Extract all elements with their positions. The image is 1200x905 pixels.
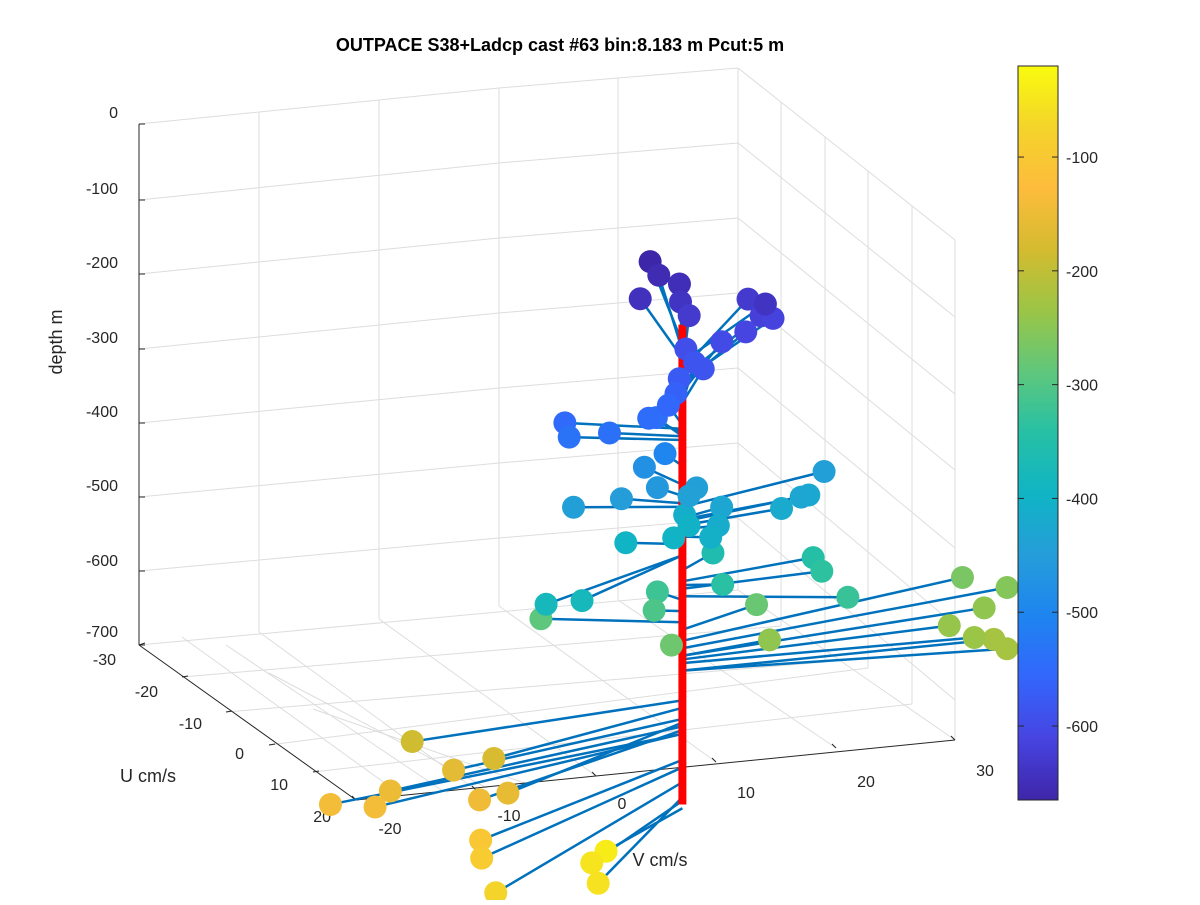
data-point[interactable] bbox=[745, 593, 768, 616]
data-point[interactable] bbox=[562, 496, 585, 519]
data-point[interactable] bbox=[633, 456, 656, 479]
depth-tick-label: -500 bbox=[86, 478, 118, 495]
data-point[interactable] bbox=[758, 628, 781, 651]
data-point[interactable] bbox=[692, 357, 715, 380]
depth-tick-label: -100 bbox=[86, 181, 118, 198]
depth-tick-label: -300 bbox=[86, 330, 118, 347]
v-tick-label: 30 bbox=[976, 763, 994, 780]
data-point[interactable] bbox=[790, 486, 813, 509]
data-point[interactable] bbox=[678, 484, 701, 507]
v-tick-label: 20 bbox=[857, 774, 875, 791]
data-point[interactable] bbox=[710, 330, 733, 353]
colorbar-tick-label: -400 bbox=[1066, 491, 1098, 508]
depth-tick-label: -200 bbox=[86, 255, 118, 272]
data-point[interactable] bbox=[657, 394, 680, 417]
colorbar-tick-label: -100 bbox=[1066, 150, 1098, 167]
v-tick-label: 0 bbox=[618, 796, 627, 813]
data-point[interactable] bbox=[614, 531, 637, 554]
data-point[interactable] bbox=[535, 593, 558, 616]
data-point[interactable] bbox=[482, 747, 505, 770]
data-point[interactable] bbox=[995, 637, 1018, 660]
data-point[interactable] bbox=[610, 487, 633, 510]
data-point[interactable] bbox=[963, 626, 986, 649]
u-tick-label: 0 bbox=[235, 746, 244, 763]
u-axis-label: U cm/s bbox=[120, 766, 176, 786]
data-point[interactable] bbox=[587, 872, 610, 895]
v-tick-label: -10 bbox=[497, 808, 520, 825]
data-point[interactable] bbox=[996, 576, 1019, 599]
depth-tick-label: -600 bbox=[86, 553, 118, 570]
depth-tick-label: 0 bbox=[109, 105, 118, 122]
v-tick-label: 10 bbox=[737, 785, 755, 802]
data-point[interactable] bbox=[571, 589, 594, 612]
data-point[interactable] bbox=[468, 788, 491, 811]
data-point[interactable] bbox=[647, 264, 670, 287]
u-tick-label: -30 bbox=[93, 652, 116, 669]
colorbar bbox=[1018, 66, 1058, 800]
data-point[interactable] bbox=[558, 426, 581, 449]
data-point[interactable] bbox=[734, 320, 757, 343]
colorbar-tick-label: -300 bbox=[1066, 378, 1098, 395]
data-point[interactable] bbox=[754, 293, 777, 316]
data-point[interactable] bbox=[629, 287, 652, 310]
data-point[interactable] bbox=[973, 596, 996, 619]
data-point[interactable] bbox=[836, 586, 859, 609]
data-point[interactable] bbox=[711, 573, 734, 596]
data-point[interactable] bbox=[660, 634, 683, 657]
data-point[interactable] bbox=[643, 599, 666, 622]
data-point[interactable] bbox=[442, 759, 465, 782]
data-point[interactable] bbox=[598, 421, 621, 444]
depth-axis-label: depth m bbox=[46, 309, 66, 374]
data-point[interactable] bbox=[813, 460, 836, 483]
colorbar-tick-label: -200 bbox=[1066, 264, 1098, 281]
u-tick-label: -20 bbox=[135, 684, 158, 701]
data-point[interactable] bbox=[699, 526, 722, 549]
data-point[interactable] bbox=[951, 566, 974, 589]
colorbar-tick-label: -500 bbox=[1066, 605, 1098, 622]
data-point[interactable] bbox=[810, 560, 833, 583]
data-point[interactable] bbox=[646, 476, 669, 499]
data-point[interactable] bbox=[770, 497, 793, 520]
data-point[interactable] bbox=[662, 526, 685, 549]
data-point[interactable] bbox=[938, 614, 961, 637]
chart-title: OUTPACE S38+Ladcp cast #63 bin:8.183 m P… bbox=[336, 35, 784, 55]
v-axis-label: V cm/s bbox=[632, 850, 687, 870]
data-point[interactable] bbox=[654, 442, 677, 465]
depth-tick-label: -400 bbox=[86, 404, 118, 421]
colorbar-tick-label: -600 bbox=[1066, 719, 1098, 736]
u-tick-label: -10 bbox=[179, 716, 202, 733]
depth-tick-label: -700 bbox=[86, 624, 118, 641]
data-point[interactable] bbox=[678, 304, 701, 327]
u-tick-label: 10 bbox=[270, 777, 288, 794]
data-point[interactable] bbox=[401, 730, 424, 753]
data-point[interactable] bbox=[580, 851, 603, 874]
data-point[interactable] bbox=[637, 407, 660, 430]
v-tick-label: -20 bbox=[378, 821, 401, 838]
data-point[interactable] bbox=[496, 782, 519, 805]
data-point[interactable] bbox=[319, 793, 342, 816]
data-point[interactable] bbox=[470, 847, 493, 870]
data-point[interactable] bbox=[364, 796, 387, 819]
